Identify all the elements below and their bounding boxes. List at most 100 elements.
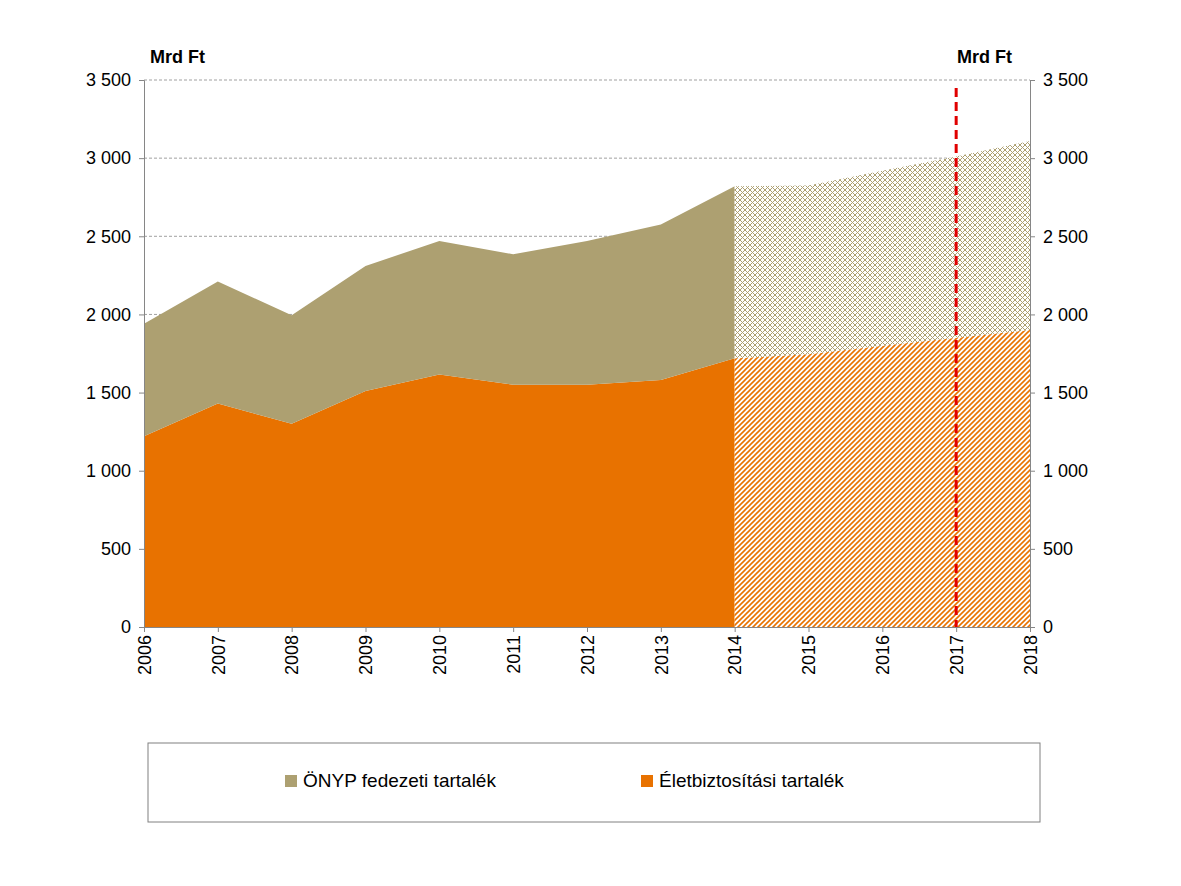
tick: 2 500 — [86, 227, 144, 247]
tick-label: 2 000 — [1043, 305, 1088, 325]
tick-mark — [139, 80, 144, 81]
axis-line — [139, 81, 145, 628]
tick: 2016 — [873, 627, 893, 675]
tick-label: 2018 — [1021, 635, 1041, 675]
tick-label: 2017 — [947, 635, 967, 675]
grid-line — [144, 158, 1030, 159]
tick-label: 2010 — [430, 635, 450, 675]
tick: 1 000 — [1030, 461, 1088, 481]
chart: 0 500 1 000 1 500 2 000 2 500 3 000 3 500 0 500 1 … — [0, 0, 1181, 886]
tick-label: 1 500 — [86, 383, 131, 403]
tick-label: 2 500 — [1043, 227, 1088, 247]
legend-label: ÖNYP fedezeti tartalék — [303, 770, 496, 791]
y-axis: 0 500 1 000 1 500 2 000 2 500 3 000 3 500 — [86, 70, 145, 637]
tick-label: 2011 — [504, 635, 524, 674]
tick: 2 000 — [86, 305, 144, 325]
tick: 3 500 — [86, 70, 144, 90]
legend-box — [148, 743, 1040, 822]
tick-label: 2 500 — [86, 227, 131, 247]
tick-label: 0 — [121, 617, 131, 637]
tick-label: 0 — [1043, 617, 1053, 637]
axis-line — [1031, 81, 1036, 628]
tick: 2017 — [947, 627, 967, 675]
tick-mark — [139, 314, 144, 315]
axis-title: Mrd Ft — [150, 47, 205, 67]
tick: 500 — [1030, 539, 1073, 559]
tick-mark — [439, 627, 440, 632]
tick-label: 2013 — [652, 635, 672, 675]
tick-mark — [809, 627, 810, 632]
tick-mark — [1030, 393, 1035, 394]
tick-mark — [218, 627, 219, 632]
tick-mark — [144, 627, 145, 632]
tick-mark — [139, 549, 144, 550]
tick-label: 2014 — [725, 635, 745, 675]
tick: 2009 — [356, 627, 376, 675]
tick: 2010 — [430, 627, 450, 675]
tick: 2013 — [652, 627, 672, 675]
tick: 1 500 — [1030, 383, 1088, 403]
tick-label: 2016 — [873, 635, 893, 675]
grid-line — [144, 80, 1030, 81]
tick: 2015 — [799, 627, 819, 675]
tick: 2 500 — [1030, 227, 1088, 247]
tick-label: 2008 — [282, 635, 302, 675]
tick-mark — [1030, 549, 1035, 550]
reference-line — [955, 88, 958, 627]
tick-label: 1 000 — [1043, 461, 1088, 481]
legend-label: Életbiztosítási tartalék — [659, 770, 844, 791]
tick: 2006 — [135, 627, 155, 675]
tick: 2007 — [209, 627, 229, 675]
tick-mark — [1030, 80, 1035, 81]
tick: 1 000 — [86, 461, 144, 481]
tick: 2014 — [725, 627, 745, 675]
tick-label: 1 500 — [1043, 383, 1088, 403]
tick-mark — [1030, 314, 1035, 315]
tick-mark — [1030, 471, 1035, 472]
axis-title: Mrd Ft — [957, 47, 1012, 67]
tick-label: 1 000 — [86, 461, 131, 481]
tick: 0 — [1030, 617, 1053, 637]
tick: 2018 — [1021, 627, 1041, 675]
axis-line — [145, 628, 1031, 633]
tick: 0 — [121, 617, 144, 637]
tick-mark — [1030, 158, 1035, 159]
tick: 2008 — [282, 627, 302, 675]
area-forecast — [735, 141, 1030, 358]
tick-mark — [139, 393, 144, 394]
tick: 2 000 — [1030, 305, 1088, 325]
tick-mark — [366, 627, 367, 632]
tick-mark — [882, 627, 883, 632]
tick-mark — [1030, 236, 1035, 237]
tick: 3 000 — [86, 148, 144, 168]
tick-mark — [139, 627, 144, 628]
area-forecast — [735, 330, 1030, 627]
tick-label: 2006 — [135, 635, 155, 675]
legend-swatch — [641, 775, 653, 787]
tick-mark — [292, 627, 293, 632]
tick: 2011 — [504, 627, 524, 674]
tick-label: 500 — [1043, 539, 1073, 559]
tick-label: 3 500 — [86, 70, 131, 90]
tick: 2012 — [578, 627, 598, 675]
tick-label: 3 000 — [1043, 148, 1088, 168]
tick: 1 500 — [86, 383, 144, 403]
tick: 500 — [101, 539, 144, 559]
area-actual — [144, 186, 735, 436]
tick-label: 2 000 — [86, 305, 131, 325]
plot-marks — [144, 141, 1030, 627]
tick-mark — [956, 627, 957, 632]
tick-mark — [587, 627, 588, 632]
tick-label: 2009 — [356, 635, 376, 675]
tick-label: 2007 — [209, 635, 229, 675]
tick-label: 2012 — [578, 635, 598, 675]
tick: 3 000 — [1030, 148, 1088, 168]
tick-mark — [139, 471, 144, 472]
tick-mark — [661, 627, 662, 632]
tick-mark — [735, 627, 736, 632]
tick-mark — [139, 158, 144, 159]
tick-mark — [139, 236, 144, 237]
tick-label: 3 000 — [86, 148, 131, 168]
x-axis: 2006 2007 2008 2009 2010 2011 2012 2013 2014 2015… — [135, 627, 1041, 675]
tick-label: 500 — [101, 539, 131, 559]
